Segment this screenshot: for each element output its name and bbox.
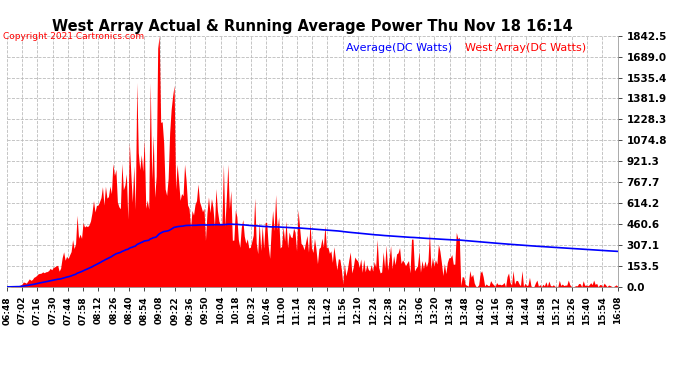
Text: West Array(DC Watts): West Array(DC Watts) — [465, 43, 586, 53]
Title: West Array Actual & Running Average Power Thu Nov 18 16:14: West Array Actual & Running Average Powe… — [52, 20, 573, 34]
Text: Copyright 2021 Cartronics.com: Copyright 2021 Cartronics.com — [3, 32, 145, 41]
Text: Average(DC Watts): Average(DC Watts) — [346, 43, 452, 53]
